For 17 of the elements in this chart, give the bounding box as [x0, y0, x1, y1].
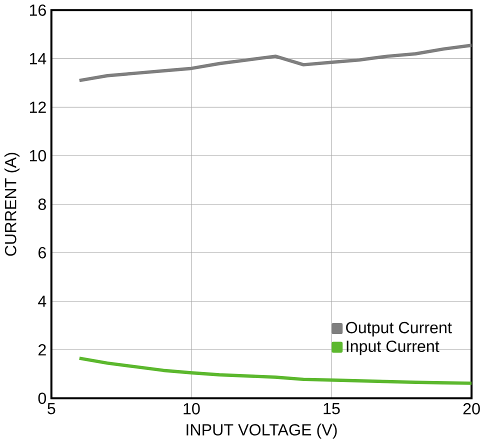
y-tick-label: 2	[38, 344, 46, 356]
y-tick-label: 8	[38, 198, 46, 210]
y-tick-label: 14	[30, 53, 46, 64]
y-tick-label: 6	[38, 246, 46, 258]
y-tick-label: 4	[38, 296, 46, 307]
y-tick-label: 16	[30, 4, 46, 16]
x-axis-title: INPUT VOLTAGE (V)	[186, 424, 337, 439]
y-tick-label: 12	[30, 102, 46, 113]
y-tick-label: 10	[30, 150, 46, 162]
y-axis-title: CURRENT (A)	[4, 152, 20, 256]
x-tick-label: 20	[463, 402, 480, 414]
x-tick-label: 5	[48, 402, 56, 414]
x-tick-label: 15	[324, 402, 340, 414]
x-tick-label: 10	[184, 402, 200, 414]
legend-label: Output Current	[346, 322, 452, 336]
y-tick-label: 0	[38, 392, 46, 404]
legend-label: Input Current	[346, 340, 440, 356]
